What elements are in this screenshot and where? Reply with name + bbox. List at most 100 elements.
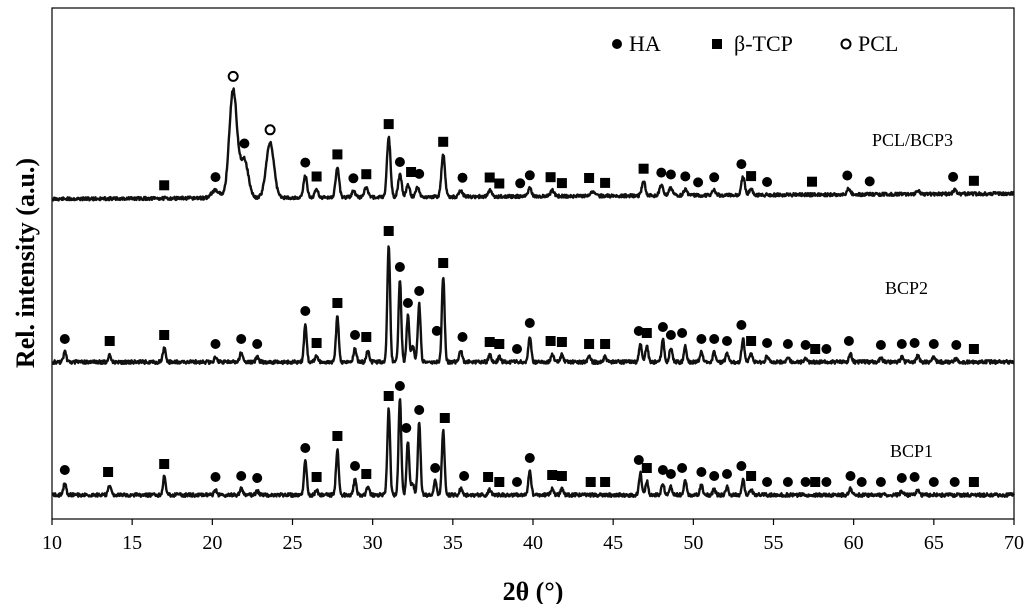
ha-marker	[350, 461, 360, 471]
ha-marker	[402, 298, 413, 308]
ha-marker	[59, 465, 70, 475]
tcp-marker	[484, 337, 495, 347]
legend: HA β-TCP PCL	[612, 31, 898, 56]
ha-marker	[800, 340, 811, 350]
tcp-marker	[807, 176, 817, 187]
ha-marker	[512, 477, 522, 487]
ha-marker	[210, 339, 221, 349]
ha-marker	[394, 262, 405, 272]
x-tick-label: 20	[202, 532, 222, 554]
ha-marker	[457, 172, 468, 183]
ha-marker	[680, 171, 691, 182]
tcp-marker	[361, 169, 372, 180]
tcp-marker	[641, 463, 652, 473]
ha-marker	[515, 178, 526, 189]
tcp-marker	[103, 467, 114, 477]
ha-marker	[300, 443, 311, 453]
ha-marker	[928, 339, 939, 349]
tcp-marker	[332, 298, 343, 308]
ha-marker	[909, 472, 920, 482]
ha-marker	[524, 318, 535, 328]
tcp-marker	[383, 226, 394, 236]
pcl-marker	[264, 124, 276, 136]
tcp-marker	[810, 344, 821, 354]
tcp-marker	[746, 471, 757, 481]
ha-marker	[709, 334, 720, 344]
ha-marker	[762, 177, 773, 187]
ha-marker	[736, 461, 747, 471]
ha-marker	[657, 322, 668, 332]
tcp-marker	[311, 472, 322, 482]
x-tick-label: 25	[283, 532, 303, 554]
tcp-marker	[438, 136, 449, 147]
tcp-marker	[545, 336, 556, 346]
x-tick-label: 15	[122, 532, 142, 554]
ha-marker	[677, 463, 688, 473]
tcp-marker	[361, 332, 372, 342]
ha-marker	[210, 172, 221, 183]
tcp-marker	[641, 328, 652, 338]
tcp-marker	[361, 469, 372, 479]
tcp-marker	[638, 163, 649, 174]
pcl-marker	[227, 70, 239, 82]
tcp-marker	[494, 477, 505, 487]
tcp-marker	[584, 339, 595, 349]
ha-marker	[709, 471, 720, 481]
tcp-marker	[584, 173, 595, 183]
ha-marker	[856, 477, 867, 487]
plot-frame	[51, 7, 1015, 520]
x-axis: 10 15 20 25 30 35 40 45 50 55 60 65 70	[42, 519, 1024, 554]
ha-marker	[864, 176, 875, 187]
ha-marker	[430, 463, 441, 473]
ha-marker	[59, 334, 70, 344]
ha-marker	[633, 455, 644, 465]
ha-marker	[736, 320, 747, 330]
legend-pcl-marker	[840, 38, 852, 50]
tcp-marker	[383, 119, 394, 130]
legend-pcl-label: PCL	[858, 31, 898, 56]
ha-marker	[696, 334, 707, 344]
ha-marker	[722, 336, 732, 346]
tcp-marker	[547, 470, 558, 480]
tcp-marker	[556, 178, 567, 189]
x-tick-label: 35	[443, 532, 463, 554]
tcp-marker	[332, 431, 343, 441]
ha-marker	[693, 177, 704, 188]
ha-marker	[665, 169, 676, 180]
series-line-bcp1	[51, 398, 1015, 498]
ha-marker	[633, 326, 644, 336]
ha-marker	[949, 477, 960, 487]
tcp-marker	[159, 330, 170, 340]
x-tick-label: 40	[523, 532, 543, 554]
ha-marker	[821, 477, 832, 487]
ha-marker	[821, 344, 832, 354]
ha-marker	[762, 477, 773, 487]
tcp-marker	[484, 172, 495, 183]
tcp-marker	[746, 171, 757, 182]
ha-marker	[722, 469, 732, 479]
ha-marker	[782, 339, 793, 349]
legend-ha-label: HA	[629, 31, 661, 56]
series-label-bcp1: BCP1	[890, 441, 933, 461]
ha-marker	[236, 334, 247, 344]
ha-marker	[843, 336, 854, 346]
tcp-marker	[311, 338, 322, 348]
series-line-pcl-bcp3	[51, 87, 1015, 202]
ha-marker	[414, 405, 425, 415]
ha-marker	[394, 157, 405, 167]
tcp-marker	[746, 336, 757, 346]
tcp-marker	[600, 177, 611, 188]
ha-marker	[252, 473, 263, 483]
ha-marker	[252, 339, 263, 349]
ha-marker	[709, 172, 720, 183]
tcp-marker	[545, 172, 556, 183]
tcp-marker	[968, 175, 979, 186]
ha-marker	[524, 170, 535, 181]
tcp-marker	[494, 339, 505, 349]
legend-tcp-label: β-TCP	[734, 31, 793, 56]
ha-marker	[431, 325, 442, 336]
tcp-marker	[483, 472, 494, 482]
ha-marker	[300, 157, 311, 168]
ha-marker	[239, 138, 250, 149]
tcp-marker	[968, 477, 979, 487]
